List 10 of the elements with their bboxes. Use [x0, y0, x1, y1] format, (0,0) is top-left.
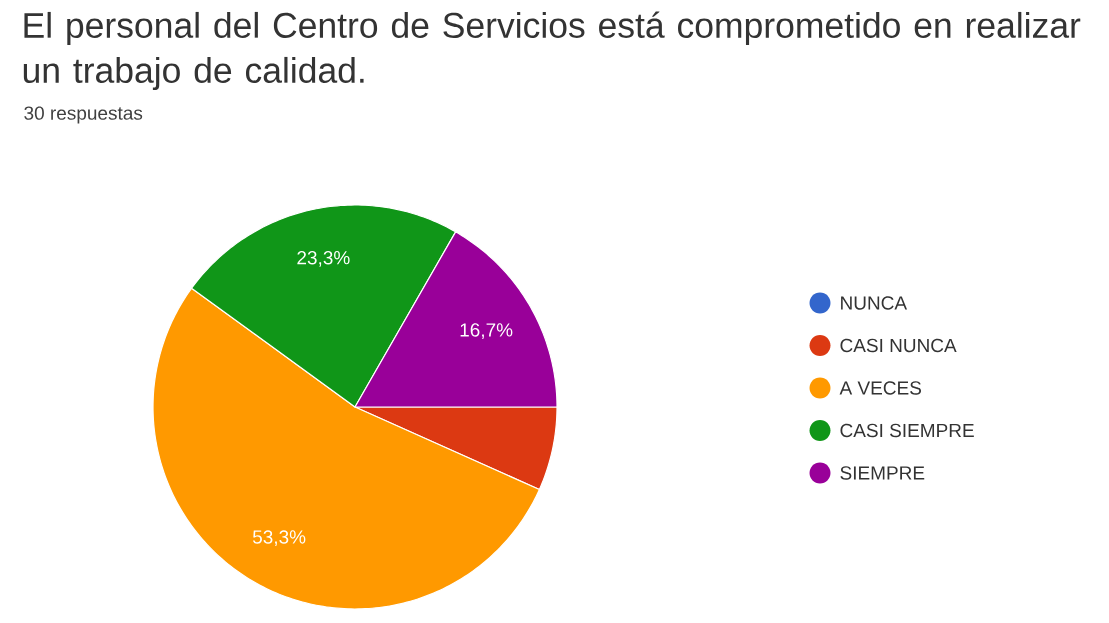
data-label: 53,3%: [252, 530, 306, 546]
legend-label: CASI SIEMPRE: [840, 423, 974, 438]
data-label: 16,7%: [460, 323, 513, 339]
chart-title: El personal del Centro de Servicios está comprometido en realizar un trabajo de calidad.: [23, 11, 1081, 91]
data-label: 23,3%: [297, 250, 350, 267]
legend-label: CASI NUNCA: [840, 338, 957, 353]
legend-label: A VECES: [839, 381, 921, 395]
chart-subtitle: 30 respuestas: [24, 106, 143, 124]
legend-label: NUNCA: [841, 296, 908, 310]
legend-label: SIEMPRE: [840, 466, 925, 480]
